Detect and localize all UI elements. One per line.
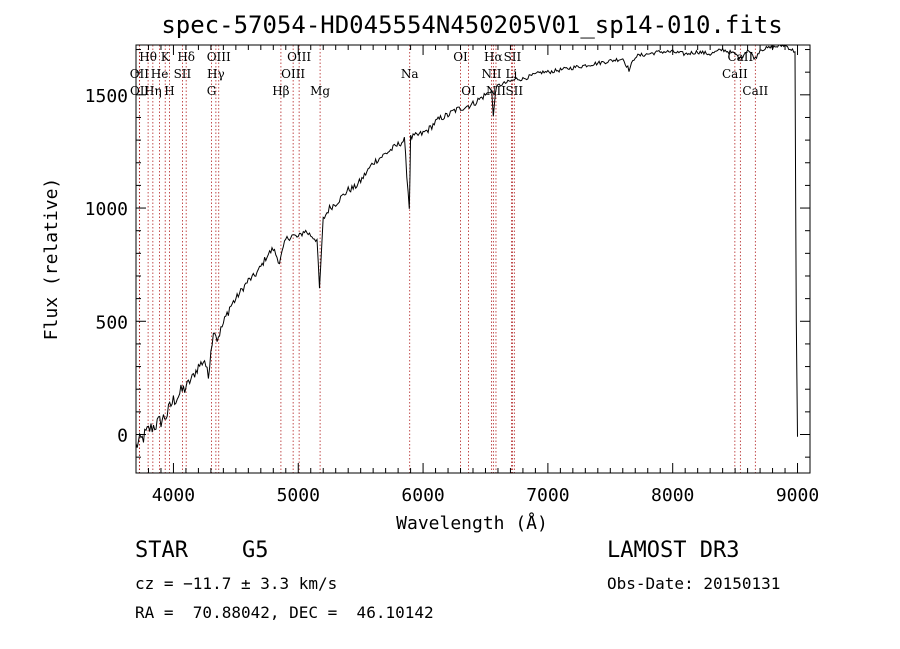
object-subclass: G5: [242, 538, 269, 563]
y-axis-ticks: 0 500 1000 1500: [85, 49, 810, 458]
line-label: Hδ: [177, 50, 195, 64]
x-tick-label: 5000: [277, 485, 320, 506]
x-tick-label: 4000: [152, 485, 195, 506]
line-label: OI: [461, 84, 476, 98]
line-label: OII: [130, 67, 150, 81]
line-label: NII: [481, 67, 501, 81]
y-tick-label: 0: [117, 426, 128, 447]
line-label: Na: [401, 67, 419, 81]
line-label: SII: [174, 67, 192, 81]
ra-dec: RA = 70.88042, DEC = 46.10142: [135, 603, 434, 622]
line-label: Hθ: [139, 50, 157, 64]
object-class: STAR: [135, 538, 188, 563]
line-label: Li: [506, 67, 518, 81]
line-label: SII: [505, 84, 523, 98]
line-label: Hγ: [207, 67, 225, 81]
line-label: OIII: [281, 67, 305, 81]
survey-name: LAMOST DR3: [607, 538, 740, 563]
line-label: Mg: [310, 84, 330, 98]
x-axis-ticks: 4000 5000 6000 7000 8000 9000: [135, 45, 819, 506]
line-label: OIII: [287, 50, 311, 64]
line-label: Hα: [484, 50, 503, 64]
line-label: SII: [504, 50, 522, 64]
line-label: Hβ: [272, 84, 289, 98]
y-tick-label: 500: [95, 312, 128, 333]
x-tick-label: 6000: [401, 485, 444, 506]
line-label: OIII: [207, 50, 231, 64]
y-tick-label: 1000: [85, 199, 128, 220]
line-label: He: [151, 67, 169, 81]
line-label: Hη: [144, 84, 162, 98]
y-axis-label: Flux (relative): [41, 178, 62, 341]
line-label: CaII: [742, 84, 768, 98]
x-tick-label: 8000: [651, 485, 694, 506]
x-axis-label: Wavelength (Å): [396, 512, 548, 534]
line-label: G: [207, 84, 217, 98]
line-label: K: [161, 50, 171, 64]
spectral-line-markers: [138, 45, 756, 473]
y-tick-label: 1500: [85, 86, 128, 107]
chart-title: spec-57054-HD045554N450205V01_sp14-010.f…: [161, 11, 782, 39]
x-tick-label: 9000: [776, 485, 819, 506]
x-tick-label: 7000: [526, 485, 569, 506]
line-label: OI: [453, 50, 468, 64]
line-label: CaII: [722, 67, 748, 81]
redshift-velocity: cz = −11.7 ± 3.3 km/s: [135, 574, 338, 593]
line-label: H: [164, 84, 174, 98]
observation-date: Obs-Date: 20150131: [607, 574, 781, 593]
spectrum-line: [135, 44, 798, 448]
plot-frame: [135, 44, 811, 474]
